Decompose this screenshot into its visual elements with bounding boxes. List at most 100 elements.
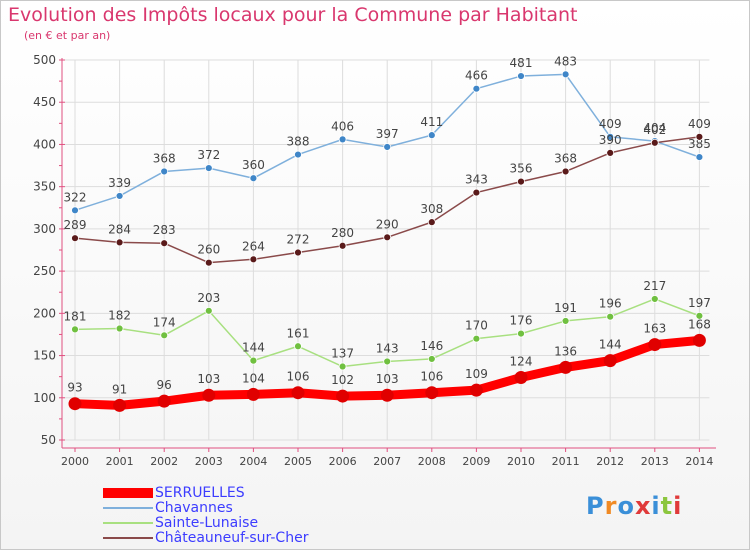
data-point — [115, 238, 124, 247]
y-tick-label: 250 — [33, 264, 56, 278]
data-label: 402 — [643, 123, 666, 137]
y-tick-label: 500 — [33, 53, 56, 67]
data-label: 170 — [465, 319, 488, 333]
data-label: 161 — [287, 326, 310, 340]
data-label: 409 — [599, 117, 622, 131]
data-point — [648, 338, 662, 352]
data-point — [472, 188, 481, 197]
data-point — [160, 167, 169, 176]
x-tick-label: 2001 — [106, 455, 134, 468]
data-point — [338, 135, 347, 144]
data-point — [695, 132, 704, 141]
data-point — [204, 258, 213, 267]
x-tick-label: 2005 — [284, 455, 312, 468]
data-point — [650, 138, 659, 147]
data-point — [336, 389, 350, 403]
x-tick-label: 2009 — [462, 455, 490, 468]
data-point — [383, 357, 392, 366]
data-label: 143 — [376, 341, 399, 355]
data-label: 196 — [599, 297, 622, 311]
x-tick-label: 2000 — [61, 455, 89, 468]
data-label: 409 — [688, 117, 711, 131]
x-tick-label: 2007 — [373, 455, 401, 468]
data-label: 280 — [331, 226, 354, 240]
data-point — [517, 329, 525, 338]
data-label: 203 — [197, 291, 220, 305]
data-label: 411 — [420, 115, 443, 129]
data-point — [249, 255, 258, 264]
data-point — [249, 356, 258, 365]
data-point — [294, 150, 302, 159]
y-tick-label: 100 — [33, 391, 56, 405]
data-label: 397 — [376, 127, 399, 141]
data-label: 339 — [108, 176, 131, 190]
data-point — [204, 306, 213, 315]
data-label: 308 — [420, 202, 443, 216]
data-label: 91 — [112, 382, 127, 396]
x-tick-label: 2013 — [641, 455, 669, 468]
data-point — [425, 386, 439, 400]
data-label: 404 — [643, 121, 666, 135]
data-point — [606, 148, 615, 157]
data-label: 174 — [153, 315, 176, 329]
data-point — [246, 387, 260, 401]
x-tick-label: 2006 — [329, 455, 357, 468]
data-point — [517, 72, 525, 80]
data-label: 406 — [331, 119, 354, 133]
data-label: 360 — [242, 158, 265, 172]
y-tick-label: 50 — [41, 433, 56, 447]
grid — [65, 59, 710, 441]
data-point — [115, 324, 124, 333]
data-point — [472, 334, 481, 343]
data-point — [472, 84, 481, 93]
chart-title: Evolution des Impôts locaux pour la Comm… — [8, 4, 578, 26]
data-label: 483 — [554, 54, 577, 68]
data-label: 264 — [242, 239, 265, 253]
legend-swatch — [103, 536, 153, 539]
x-tick-label: 2014 — [685, 455, 713, 468]
series-Sainte-Lunaise: 181 182 174 203 144 161 137 143 146 170 176 191 196 2… — [64, 279, 711, 371]
data-label: 144 — [242, 341, 265, 355]
data-point — [561, 167, 570, 176]
data-label: 144 — [599, 338, 622, 352]
data-point — [249, 174, 258, 183]
data-point — [71, 325, 79, 334]
data-label: 104 — [242, 371, 265, 385]
data-label: 272 — [287, 233, 310, 247]
y-tick-label: 300 — [33, 222, 56, 236]
data-label: 102 — [331, 373, 354, 387]
data-label: 343 — [465, 173, 488, 187]
x-tick-label: 2010 — [507, 455, 535, 468]
data-label: 106 — [287, 370, 310, 384]
data-label: 217 — [643, 279, 666, 293]
data-point — [380, 388, 394, 402]
data-point — [650, 295, 659, 303]
data-label: 197 — [688, 296, 711, 310]
data-label: 289 — [64, 218, 87, 232]
data-point — [115, 192, 124, 200]
legend-label: Sainte-Lunaise — [155, 514, 259, 531]
y-tick-label: 200 — [33, 306, 56, 320]
legend-swatch — [103, 506, 153, 509]
y-tick-label: 350 — [33, 180, 56, 194]
y-tick-label: 450 — [33, 95, 56, 109]
data-point — [514, 371, 528, 385]
legend-swatch — [103, 487, 153, 498]
data-label: 390 — [599, 133, 622, 147]
x-tick-label: 2004 — [239, 455, 267, 468]
data-label: 372 — [197, 148, 220, 162]
data-label: 109 — [465, 367, 488, 381]
data-point — [113, 398, 127, 412]
data-point — [469, 383, 483, 397]
data-point — [338, 241, 347, 250]
data-point — [606, 132, 615, 141]
data-point — [561, 317, 570, 325]
legend-label: Chavannes — [155, 499, 233, 516]
data-label: 368 — [153, 151, 176, 165]
data-label: 163 — [643, 322, 666, 336]
x-tick-label: 2011 — [552, 455, 580, 468]
data-point — [160, 331, 169, 340]
x-tick-label: 2008 — [418, 455, 446, 468]
